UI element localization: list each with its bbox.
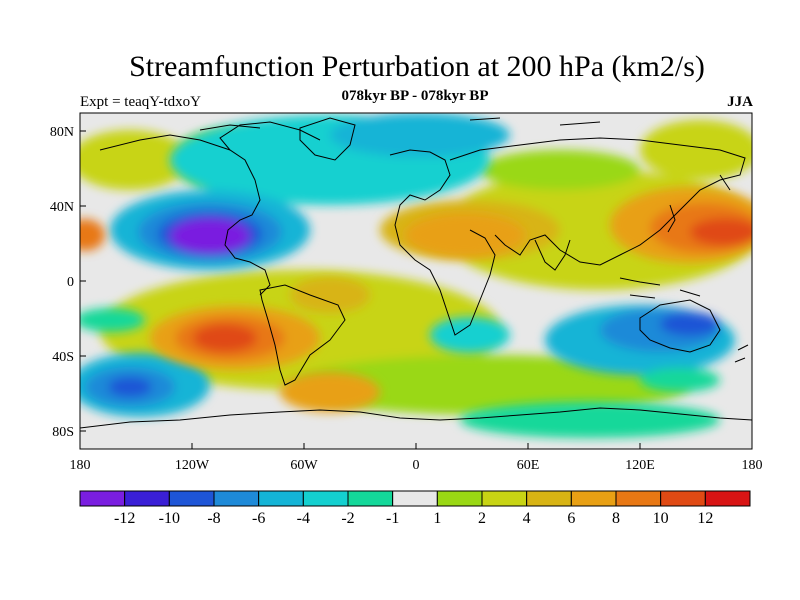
- colorbar-swatch: [302, 490, 349, 507]
- colorbar-swatch: [615, 490, 662, 507]
- colorbar-label: -12: [114, 510, 135, 527]
- colorbar-label: 4: [523, 510, 531, 527]
- colorbar-label: -10: [159, 510, 180, 527]
- colorbar-swatch: [436, 490, 483, 507]
- colorbar-swatch: [660, 490, 706, 507]
- coastlines: [80, 117, 752, 429]
- y-tick-label: 0: [67, 275, 74, 290]
- x-tick-label: 180: [742, 458, 763, 473]
- colorbar-label: -4: [297, 510, 310, 527]
- colorbar-swatch: [347, 490, 394, 507]
- plot-title: Streamfunction Perturbation at 200 hPa (…: [129, 50, 705, 83]
- season-label: JJA: [727, 94, 753, 110]
- colorbar-swatch: [168, 490, 215, 507]
- x-tick-label: 120W: [175, 458, 210, 473]
- y-axis: 80N 40N 0 40S 80S: [50, 125, 86, 440]
- colorbar-label: 2: [478, 510, 486, 527]
- colorbar-label: -1: [386, 510, 399, 527]
- x-tick-label: 60E: [517, 458, 540, 473]
- y-tick-label: 80S: [52, 425, 74, 440]
- colorbar-label: 6: [567, 510, 575, 527]
- x-tick-label: 120E: [625, 458, 655, 473]
- colorbar-label: 12: [697, 510, 713, 527]
- colorbar: -12 -10 -8 -6 -4 -2 -1 1 2 4 6 8 10 12: [79, 490, 751, 527]
- y-tick-label: 80N: [50, 125, 74, 140]
- colorbar-swatch: [392, 490, 438, 507]
- streamfunction-field: [80, 113, 752, 449]
- colorbar-label: -2: [341, 510, 354, 527]
- x-tick-label: 0: [413, 458, 420, 473]
- colorbar-label: -6: [252, 510, 265, 527]
- colorbar-label: 10: [653, 510, 669, 527]
- colorbar-swatch: [704, 490, 751, 507]
- experiment-label: Expt = teaqY-tdxoY: [80, 94, 201, 110]
- colorbar-label: 8: [612, 510, 620, 527]
- y-tick-label: 40S: [52, 350, 74, 365]
- colorbar-swatch: [79, 490, 126, 507]
- period-subtitle: 078kyr BP - 078kyr BP: [341, 88, 489, 104]
- colorbar-label: 1: [433, 510, 441, 527]
- x-axis: 180 120W 60W 0 60E 120E 180: [70, 443, 763, 473]
- colorbar-label: -8: [207, 510, 220, 527]
- colorbar-swatch: [526, 490, 572, 507]
- colorbar-swatch: [570, 490, 617, 507]
- colorbar-swatch: [258, 490, 304, 507]
- colorbar-swatch: [213, 490, 260, 507]
- colorbar-swatch: [124, 490, 170, 507]
- colorbar-swatch: [481, 490, 528, 507]
- x-tick-label: 60W: [290, 458, 318, 473]
- x-tick-label: 180: [70, 458, 91, 473]
- y-tick-label: 40N: [50, 200, 74, 215]
